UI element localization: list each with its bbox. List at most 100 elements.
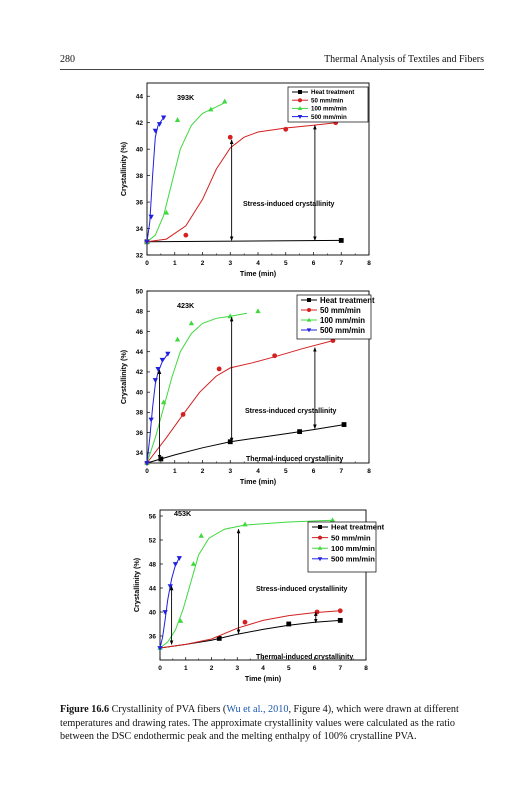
x-tick-label: 8	[364, 665, 368, 672]
x-tick-label: 4	[256, 468, 260, 475]
legend-marker	[317, 557, 323, 562]
legend-entry: 100 mm/min	[311, 106, 347, 113]
data-point	[162, 610, 168, 615]
annotation-label: Thermal-induced crystallinity	[246, 456, 343, 463]
series-line	[146, 117, 165, 242]
x-tick-label: 8	[367, 260, 371, 267]
data-point	[177, 618, 184, 623]
series-line	[146, 239, 342, 243]
data-point	[337, 608, 343, 614]
series-500-mm-min	[144, 351, 171, 466]
data-point	[190, 561, 197, 566]
data-point	[152, 128, 158, 134]
data-point	[242, 521, 248, 527]
data-point	[338, 238, 344, 243]
panel-temperature-label: 393K	[177, 93, 195, 102]
series-50-mm-min	[144, 120, 339, 245]
data-point	[156, 122, 163, 127]
y-tick-label: 44	[149, 585, 157, 592]
annotation-label: Stress-induced crystallinity	[243, 201, 335, 208]
series-line	[146, 340, 334, 464]
data-point	[297, 429, 303, 435]
y-tick-label: 42	[136, 120, 144, 127]
x-tick-label: 5	[284, 468, 288, 475]
y-tick-label: 48	[136, 309, 144, 316]
data-point	[180, 412, 186, 417]
legend-entry: 100 mm/min	[331, 544, 375, 553]
x-tick-label: 0	[145, 468, 149, 475]
annotation-label: Thermal-induced crystallinity	[256, 654, 353, 661]
data-point	[161, 399, 167, 405]
data-point	[337, 618, 343, 623]
y-tick-label: 46	[136, 329, 144, 336]
data-point	[330, 338, 336, 343]
legend-marker	[297, 106, 303, 110]
y-tick-label: 32	[136, 252, 144, 259]
data-point	[272, 353, 278, 359]
legend-box	[307, 521, 377, 573]
y-tick-label: 56	[149, 513, 157, 520]
series-line	[146, 122, 336, 243]
data-point	[172, 562, 179, 567]
legend-marker	[317, 545, 323, 550]
legend-entry: Heat treatment	[311, 89, 354, 96]
header-rule	[60, 69, 484, 70]
y-tick-label: 48	[149, 561, 157, 568]
data-point	[176, 556, 182, 561]
y-tick-label: 36	[149, 633, 157, 640]
data-point	[208, 106, 214, 112]
data-point	[188, 320, 195, 326]
data-point	[148, 214, 154, 220]
x-tick-label: 6	[312, 468, 316, 475]
series-line	[159, 610, 341, 649]
data-point	[155, 366, 161, 372]
data-point	[152, 378, 158, 383]
data-point	[341, 422, 347, 427]
series-500-mm-min	[157, 556, 182, 651]
data-point	[163, 209, 170, 215]
y-tick-label: 36	[136, 430, 144, 437]
data-point	[286, 621, 292, 627]
y-tick-label: 34	[136, 450, 144, 457]
x-axis-label: Time (min)	[245, 674, 282, 683]
series-50-mm-min	[159, 608, 343, 649]
series-line	[146, 424, 345, 464]
legend-entry: 100 mm/min	[320, 316, 365, 325]
annotation-label: Stress-induced crystallinity	[256, 586, 348, 593]
data-point	[198, 532, 204, 538]
x-tick-label: 2	[201, 468, 205, 475]
y-tick-label: 34	[136, 226, 144, 233]
x-tick-label: 5	[284, 260, 288, 267]
x-tick-label: 1	[173, 260, 177, 267]
citation-link[interactable]: Wu et al., 2010	[226, 704, 289, 715]
legend-entry: 500 mm/min	[331, 555, 375, 564]
legend-marker	[297, 115, 303, 119]
data-point	[183, 232, 189, 238]
y-tick-label: 42	[136, 369, 144, 376]
x-tick-label: 3	[235, 665, 239, 672]
x-tick-label: 5	[287, 665, 291, 672]
y-tick-label: 50	[136, 288, 144, 295]
y-axis-label: Crystallinity (%)	[119, 141, 128, 196]
series-100-mm-min	[144, 308, 261, 465]
data-point	[222, 98, 228, 104]
x-tick-label: 1	[173, 468, 177, 475]
data-point	[167, 584, 173, 590]
data-point	[216, 636, 222, 641]
legend-entry: Heat treatment	[320, 296, 375, 305]
panel-temperature-label: 423K	[177, 301, 195, 310]
x-axis-label: Time (min)	[240, 477, 277, 486]
data-point	[157, 646, 163, 651]
data-point	[161, 115, 167, 121]
caption-text-end: , Figure 4), which were drawn at differe…	[60, 704, 459, 743]
data-point	[159, 357, 165, 363]
series-heat-treatment	[159, 618, 343, 649]
series-heat-treatment	[144, 238, 344, 245]
legend-marker	[298, 98, 302, 103]
y-tick-label: 44	[136, 94, 144, 101]
data-point	[144, 239, 150, 245]
legend-marker	[318, 535, 322, 540]
